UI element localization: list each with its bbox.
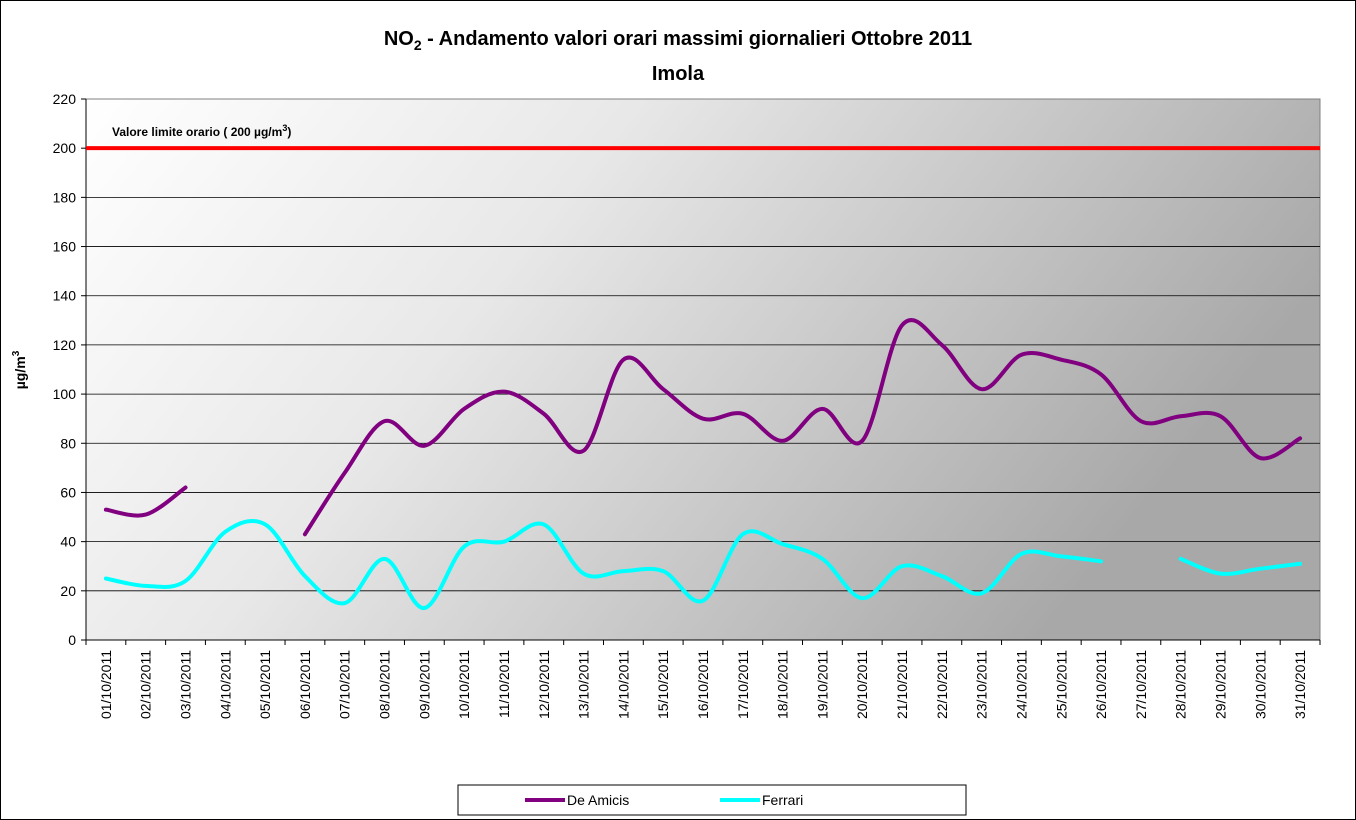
limit-label: Valore limite orario ( 200 µg/m3) (112, 123, 291, 139)
x-tick-label: 18/10/2011 (775, 650, 791, 719)
x-tick-label: 25/10/2011 (1053, 650, 1069, 719)
y-tick-label: 220 (53, 91, 77, 107)
y-tick-label: 60 (60, 484, 76, 500)
series-line (103, 519, 1303, 611)
x-tick-label: 02/10/2011 (138, 650, 154, 719)
legend-label: De Amicis (567, 792, 629, 808)
y-tick-label: 20 (60, 583, 76, 599)
x-tick-label: 19/10/2011 (814, 650, 830, 719)
x-tick-label: 24/10/2011 (1013, 650, 1029, 719)
x-tick-label: 20/10/2011 (854, 650, 870, 719)
y-tick-label: 160 (53, 239, 77, 255)
y-tick-label: 0 (68, 632, 76, 648)
y-tick-label: 180 (53, 189, 77, 205)
limit-label-text: Valore limite orario ( 200 µg/m (112, 125, 282, 139)
x-tick-label: 03/10/2011 (178, 650, 194, 719)
plot-area (85, 98, 1321, 641)
x-tick-label: 26/10/2011 (1093, 650, 1109, 719)
legend-label: Ferrari (762, 792, 803, 808)
x-tick-label: 07/10/2011 (337, 650, 353, 719)
limit-label-end: ) (287, 125, 291, 139)
y-tick-label: 140 (53, 288, 77, 304)
x-tick-label: 14/10/2011 (615, 650, 631, 719)
x-tick-label: 27/10/2011 (1133, 650, 1149, 719)
x-tick-label: 11/10/2011 (496, 650, 512, 718)
x-tick-label: 04/10/2011 (217, 650, 233, 719)
x-tick-label: 12/10/2011 (536, 650, 552, 719)
x-tick-label: 01/10/2011 (98, 650, 114, 719)
y-tick-label: 100 (53, 386, 77, 402)
y-axis-label: µg/m3 (11, 350, 28, 389)
series-line (103, 318, 1303, 537)
y-tick-label: 120 (53, 337, 77, 353)
x-tick-label: 05/10/2011 (257, 650, 273, 719)
x-tick-label: 30/10/2011 (1252, 650, 1268, 719)
x-tick-label: 28/10/2011 (1173, 650, 1189, 719)
x-tick-label: 17/10/2011 (735, 650, 751, 719)
y-tick-label: 200 (53, 140, 77, 156)
x-tick-label: 31/10/2011 (1292, 650, 1308, 719)
chart-subtitle: Imola (652, 63, 705, 85)
x-tick-label: 23/10/2011 (974, 650, 990, 719)
x-tick-label: 08/10/2011 (377, 650, 393, 719)
limit-label-sup: 3 (282, 123, 287, 133)
x-tick-label: 29/10/2011 (1212, 650, 1228, 719)
x-tick-label: 21/10/2011 (894, 650, 910, 719)
x-tick-label: 10/10/2011 (456, 650, 472, 719)
x-tick-label: 13/10/2011 (576, 650, 592, 719)
x-tick-label: 22/10/2011 (934, 650, 950, 719)
x-tick-label: 09/10/2011 (416, 650, 432, 719)
y-tick-label: 80 (60, 435, 76, 451)
x-tick-label: 06/10/2011 (297, 650, 313, 719)
chart-title: NO2 - Andamento valori orari massimi gio… (384, 28, 972, 53)
y-tick-label: 40 (60, 534, 76, 550)
x-tick-label: 16/10/2011 (695, 650, 711, 719)
x-tick-label: 15/10/2011 (655, 650, 671, 719)
